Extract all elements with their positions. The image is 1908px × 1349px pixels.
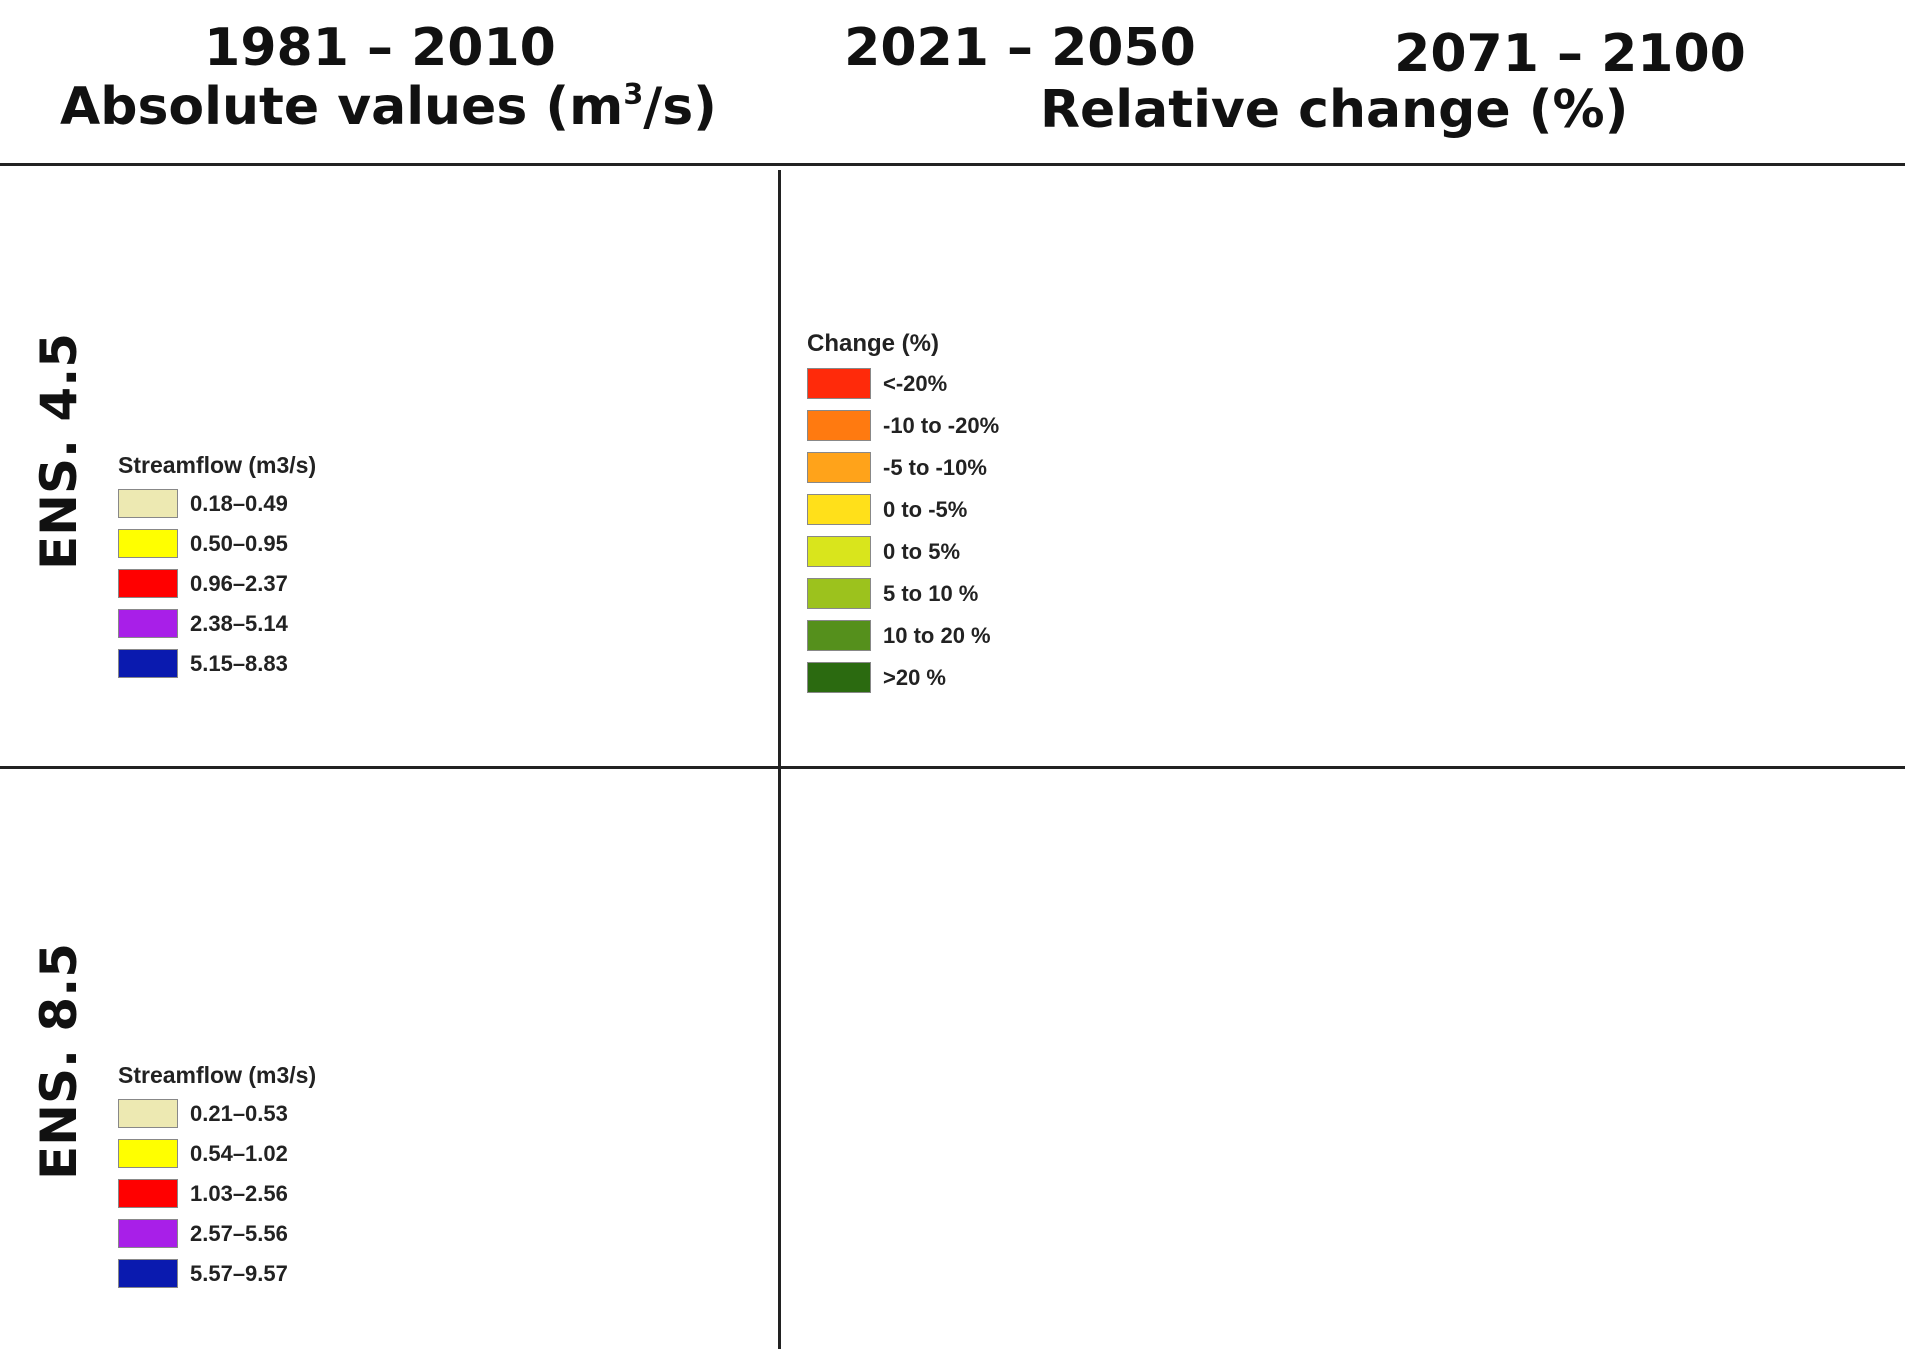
legend-title: Streamflow (m3/s) [118, 452, 317, 478]
legend-swatch [807, 368, 871, 399]
map-ens45-baseline [212, 180, 772, 680]
legend-swatch [118, 489, 178, 518]
row-label-ens85: ENS. 8.5 [30, 943, 88, 1180]
legend-swatch [807, 452, 871, 483]
near-period-header: 2021 – 2050 [844, 18, 1196, 78]
map-ens85-baseline [206, 780, 766, 1280]
top-horizontal-rule [0, 163, 1905, 166]
legend-item: 5.57–9.57 [118, 1259, 316, 1288]
far-period-header: 2071 – 2100 [1394, 24, 1746, 84]
legend-swatch [118, 569, 178, 598]
legend-swatch [118, 1179, 178, 1208]
vertical-divider [778, 170, 781, 1349]
legend-swatch [118, 529, 178, 558]
legend-item: 0.18–0.49 [118, 489, 316, 518]
legend-swatch [807, 410, 871, 441]
legend-item: 0.96–2.37 [118, 569, 316, 598]
middle-horizontal-rule [0, 766, 1905, 769]
legend-item: 5.15–8.83 [118, 649, 316, 678]
legend-title: Change (%) [807, 330, 939, 357]
legend-item: -10 to -20% [807, 410, 999, 441]
row-label-ens45: ENS. 4.5 [30, 333, 88, 570]
map-ens45-far [1380, 230, 1880, 700]
legend-item: 0 to 5% [807, 536, 999, 567]
legend-swatch [118, 649, 178, 678]
legend-item: <-20% [807, 368, 999, 399]
legend-item: 0.50–0.95 [118, 529, 316, 558]
legend-item: 1.03–2.56 [118, 1179, 316, 1208]
baseline-header: 1981 – 2010 Absolute values (m3/s) [60, 18, 717, 138]
legend-swatch [807, 536, 871, 567]
legend-swatch [807, 620, 871, 651]
legend-item: 0.21–0.53 [118, 1099, 316, 1128]
legend-item: 5 to 10 % [807, 578, 999, 609]
legend-item: 0.54–1.02 [118, 1139, 316, 1168]
legend-swatch [118, 1259, 178, 1288]
baseline-subtitle: Absolute values (m3/s) [60, 77, 717, 138]
legend-swatch [807, 578, 871, 609]
baseline-period: 1981 – 2010 [204, 18, 556, 78]
legend-swatch [807, 494, 871, 525]
map-ens85-far [1405, 830, 1905, 1300]
legend-item: >20 % [807, 662, 999, 693]
legend-item: 0 to -5% [807, 494, 999, 525]
relative-change-header: Relative change (%) [1040, 80, 1629, 140]
legend-swatch [807, 662, 871, 693]
legend-title: Streamflow (m3/s) [118, 1062, 317, 1088]
change-legend: Change (%) <-20% -10 to -20% -5 to -10% … [807, 330, 999, 704]
streamflow-legend-ens85: Streamflow (m3/s) 0.21–0.53 0.54–1.02 1.… [118, 1062, 316, 1299]
streamflow-legend-ens45: Streamflow (m3/s) 0.18–0.49 0.50–0.95 0.… [118, 452, 316, 689]
legend-swatch [118, 1139, 178, 1168]
legend-item: 2.57–5.56 [118, 1219, 316, 1248]
legend-swatch [118, 1219, 178, 1248]
legend-item: 2.38–5.14 [118, 609, 316, 638]
legend-item: -5 to -10% [807, 452, 999, 483]
legend-item: 10 to 20 % [807, 620, 999, 651]
legend-swatch [118, 609, 178, 638]
legend-swatch [118, 1099, 178, 1128]
